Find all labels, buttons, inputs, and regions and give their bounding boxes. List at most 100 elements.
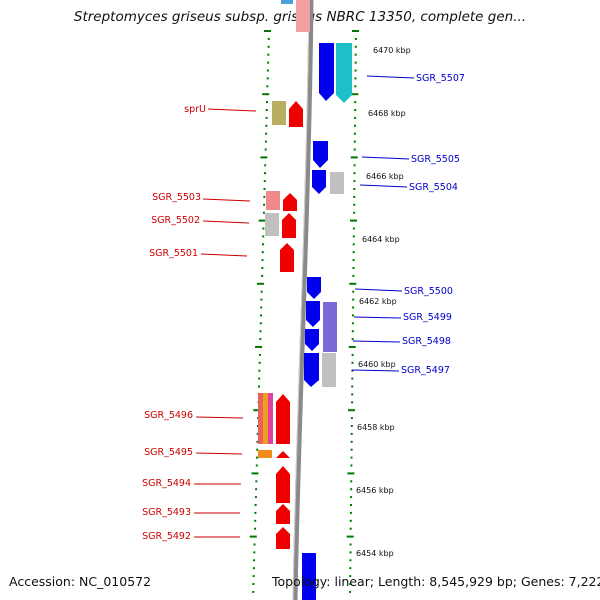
track-dot [267,53,270,56]
gene-SGR_5496-c[interactable] [268,393,273,444]
right-label-connectors [351,75,415,372]
gene-label-SGR_5498[interactable]: SGR_5498 [402,336,451,347]
gene-label-SGR_5505[interactable]: SGR_5505 [411,154,460,165]
scale-tick [249,535,257,538]
track-dot [267,45,270,48]
track-dot [351,393,354,396]
gene-label-SGR_5497[interactable]: SGR_5497 [401,365,450,376]
track-dot [353,203,356,206]
track-dot [349,519,352,522]
gene-SGR_5497-partner[interactable] [322,353,336,387]
track-dot [351,401,354,404]
gene-label-SGR_5496[interactable]: SGR_5496 [144,410,193,421]
track-dot [352,314,354,317]
scale-tick [255,346,263,348]
gene-SGR_5492[interactable] [276,527,290,549]
gene-SGR_5497[interactable] [304,353,319,387]
gene-label-SGR_5503[interactable]: SGR_5503 [152,192,201,203]
track-dot [256,456,258,459]
track-dot [349,551,352,554]
gene-label-SGR_5507[interactable]: SGR_5507 [416,73,465,84]
track-dot [351,338,354,341]
gene-label-SGR_5492[interactable]: SGR_5492 [142,531,191,542]
track-dot [259,330,262,333]
scale-label: 6456 kbp [356,486,394,495]
track-dot [354,124,356,127]
track-dot [252,590,255,593]
gene-SGR_5504-partner[interactable] [330,172,344,194]
track-dot [261,267,264,269]
gene-SGR_5495-reverse[interactable] [276,451,290,458]
track-dot [352,274,355,277]
scale-tick [350,219,357,222]
gene-label-SGR_5500[interactable]: SGR_5500 [404,286,453,297]
gene-SGR_5500[interactable] [307,277,321,299]
gene-SGR_5502[interactable] [265,213,279,236]
gene-SGR_5499[interactable] [306,301,320,327]
track-dot [252,567,255,570]
gene-SGR_5503[interactable] [266,191,280,210]
gene-SGR_5505[interactable] [313,141,328,168]
track-dot [351,385,354,388]
gene-SGR_5496-reverse[interactable] [276,394,290,444]
gene-SGR_5496-a[interactable] [258,393,263,444]
track-dot [354,69,357,72]
gene-label-SGR_5494[interactable]: SGR_5494 [142,478,191,489]
gene-SGR_5499-partner[interactable] [323,302,337,329]
gene-SGR_5504[interactable] [312,170,326,194]
gene-label-SGR_5502[interactable]: SGR_5502 [151,215,200,226]
gene-SGR_5498[interactable] [305,329,319,351]
gene-label-SGR_5499[interactable]: SGR_5499 [403,312,452,323]
gene-label-SGR_5504[interactable]: SGR_5504 [409,182,458,193]
gene-sprU[interactable] [272,101,286,125]
track-dot [353,188,356,190]
gene-label-SGR_5495[interactable]: SGR_5495 [144,447,193,458]
track-dot [350,496,353,499]
track-dot [352,251,355,254]
scale-tick [350,156,358,159]
gene-SGR_5502-reverse[interactable] [282,213,296,238]
gene-SGR_5507[interactable] [319,43,334,101]
gene-SGR_5503-reverse[interactable] [283,193,297,211]
track-dot [352,235,355,238]
gene-SGR_5496-b[interactable] [263,393,268,444]
track-dot [353,172,356,175]
gene-top-partial-blue[interactable] [281,0,293,4]
track-dot [263,188,266,190]
chromosome-backbone-highlight [292,0,310,600]
gene-SGR_5494[interactable] [276,466,290,503]
gene-SGR_5493[interactable] [276,504,290,524]
gene-label-SGR_5501[interactable]: SGR_5501 [149,248,198,259]
track-dot [256,425,259,427]
track-dot [260,306,263,309]
track-dot [353,148,356,151]
track-dot [260,290,263,293]
track-dot [252,575,255,578]
gene-label-sprU[interactable]: sprU [184,104,206,115]
track-dot [267,37,270,40]
track-dot [349,559,352,562]
scale-label: 6454 kbp [356,549,394,558]
gene-sprU-neighbor[interactable] [289,101,303,127]
gene-SGR_5498-partner[interactable] [323,329,337,352]
scale-tick [346,535,354,538]
gene-SGR_5507-partner[interactable] [336,43,352,103]
gene-top-partial[interactable] [296,0,310,32]
track-dot [265,116,268,119]
gene-bottom-partial[interactable] [302,553,316,600]
track-dot [254,504,257,506]
track-dot [265,124,268,127]
gene-SGR_5495[interactable] [258,450,272,458]
gene-SGR_5501[interactable] [280,243,294,272]
track-dot [351,322,354,325]
track-dot [349,590,352,593]
scale-tick [256,282,264,285]
track-dot [261,274,264,277]
gene-label-SGR_5493[interactable]: SGR_5493 [142,507,191,518]
track-dot [351,377,354,380]
track-dot [261,259,264,262]
track-dot [353,211,356,214]
track-dot [253,551,256,554]
track-dot [353,164,356,167]
